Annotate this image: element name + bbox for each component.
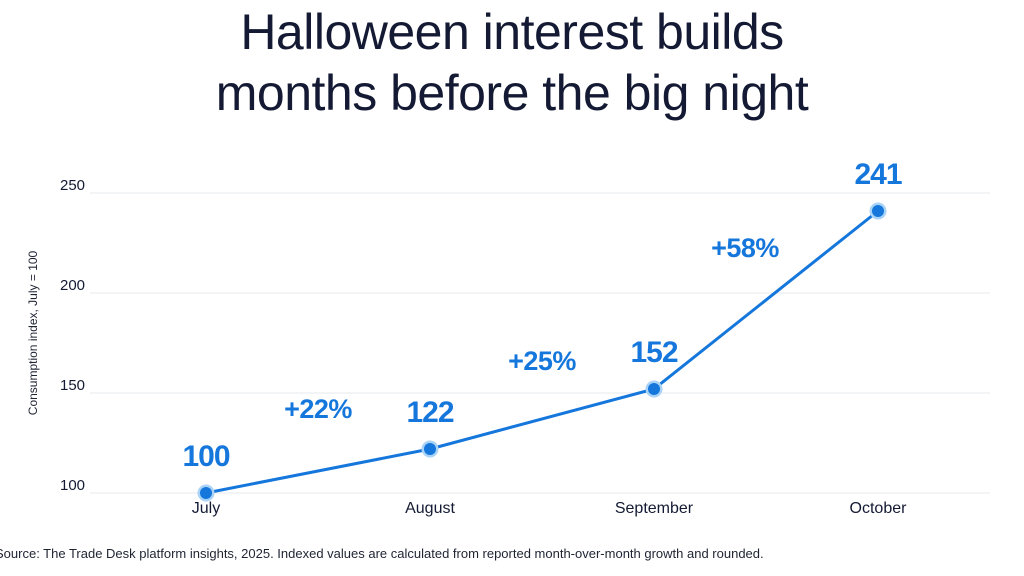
- data-point: [421, 440, 439, 458]
- y-tick-label: 100: [60, 477, 85, 494]
- y-tick-label: 200: [60, 277, 85, 294]
- x-tick-label: October: [850, 500, 908, 517]
- value-label: 122: [406, 396, 453, 429]
- data-point-marker: [200, 487, 212, 499]
- y-tick-label: 250: [60, 177, 85, 194]
- series-line-path: [204, 209, 880, 495]
- x-axis-ticks: July August September October: [192, 500, 907, 517]
- data-point: [645, 380, 663, 398]
- growth-labels: +22% +25% +58%: [284, 233, 780, 424]
- value-labels: 100 122 152 241: [182, 158, 902, 473]
- source-note: Source: The Trade Desk platform insights…: [0, 546, 764, 561]
- y-axis-label: Consumption index, July = 100: [26, 250, 40, 415]
- data-point: [197, 484, 215, 502]
- x-tick-label: September: [615, 500, 694, 517]
- data-point-marker: [424, 443, 436, 455]
- chart-title: Halloween interest builds months before …: [0, 2, 1024, 124]
- y-axis-ticks: 100 150 200 250: [60, 177, 85, 494]
- value-label: 100: [182, 440, 229, 473]
- chart-title-line-2: months before the big night: [215, 65, 809, 121]
- data-point: [869, 202, 887, 220]
- growth-label: +25%: [508, 346, 576, 376]
- gridlines: [90, 192, 990, 494]
- x-tick-label: July: [192, 500, 220, 517]
- value-label: 152: [630, 336, 677, 369]
- data-point-marker: [648, 383, 660, 395]
- data-points: [197, 202, 887, 502]
- chart-title-line-1: Halloween interest builds: [240, 4, 784, 60]
- value-label: 241: [854, 158, 901, 191]
- data-point-marker: [872, 205, 884, 217]
- series-line: [204, 209, 880, 495]
- growth-label: +58%: [711, 233, 779, 263]
- x-tick-label: August: [405, 500, 455, 517]
- growth-label: +22%: [284, 394, 352, 424]
- y-tick-label: 150: [60, 377, 85, 394]
